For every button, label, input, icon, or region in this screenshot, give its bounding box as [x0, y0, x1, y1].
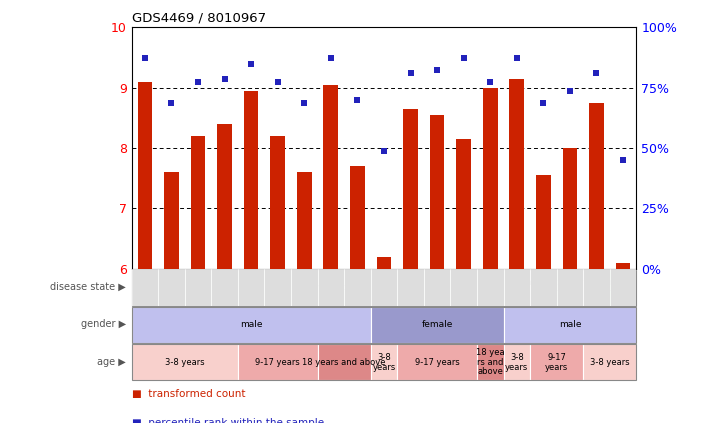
Text: gender ▶: gender ▶ [81, 319, 126, 330]
Text: ■  transformed count: ■ transformed count [132, 389, 245, 399]
Bar [503, 344, 530, 380]
Text: 3-8 years: 3-8 years [165, 358, 205, 367]
Text: 9-17
years: 9-17 years [545, 353, 568, 371]
Bar [583, 269, 610, 306]
Bar [370, 269, 397, 306]
Bar [132, 270, 530, 306]
Point [565, 88, 576, 94]
Bar [557, 269, 583, 306]
Bar [291, 269, 318, 306]
Text: metastasis at
diagnosis: metastasis at diagnosis [526, 278, 587, 297]
Bar [477, 269, 503, 306]
Text: 18 years and above: 18 years and above [302, 358, 386, 367]
Text: 9-17 years: 9-17 years [255, 358, 300, 367]
Bar [350, 166, 365, 269]
Bar [318, 269, 344, 306]
Bar [530, 270, 583, 306]
Point [511, 54, 523, 61]
Bar [562, 148, 577, 269]
Point [591, 69, 602, 76]
Text: 3-8 years: 3-8 years [590, 358, 629, 367]
Text: male: male [559, 321, 581, 330]
Point [325, 54, 336, 61]
Bar [370, 307, 503, 343]
Text: 3-8
years: 3-8 years [373, 353, 395, 371]
Bar [324, 85, 338, 269]
Point [352, 96, 363, 103]
Bar [237, 269, 264, 306]
Point [538, 99, 549, 106]
Bar [132, 344, 237, 380]
Point [432, 66, 443, 73]
Text: GDS4469 / 8010967: GDS4469 / 8010967 [132, 12, 266, 25]
Point [299, 99, 310, 106]
Text: no metastasis: no metastasis [299, 283, 363, 292]
Text: 9-17 years: 9-17 years [415, 358, 459, 367]
Bar [510, 79, 524, 269]
Bar [536, 175, 550, 269]
Bar [191, 136, 205, 269]
Bar [530, 344, 583, 380]
Bar [264, 269, 291, 306]
Bar [450, 269, 477, 306]
Bar [424, 269, 450, 306]
Point [378, 148, 390, 154]
Bar [610, 269, 636, 306]
Bar [397, 269, 424, 306]
Bar [483, 88, 498, 269]
Bar [403, 109, 418, 269]
Bar [211, 269, 237, 306]
Bar [616, 263, 631, 269]
Bar [503, 269, 530, 306]
Bar [137, 82, 152, 269]
Point [484, 78, 496, 85]
Bar [583, 344, 636, 380]
Bar [530, 269, 557, 306]
Bar [318, 344, 370, 380]
Bar [583, 270, 636, 306]
Bar [377, 256, 391, 269]
Text: female: female [422, 321, 453, 330]
Text: recurrent
tumor: recurrent tumor [589, 278, 631, 297]
Point [219, 75, 230, 82]
Bar [503, 307, 636, 343]
Point [272, 78, 284, 85]
Bar [429, 115, 444, 269]
Bar [132, 269, 158, 306]
Bar [589, 103, 604, 269]
Text: 3-8
years: 3-8 years [505, 353, 528, 371]
Bar [270, 136, 285, 269]
Bar [237, 344, 318, 380]
Bar [397, 344, 477, 380]
Text: disease state ▶: disease state ▶ [50, 282, 126, 292]
Point [245, 60, 257, 67]
Bar [164, 172, 178, 269]
Point [405, 69, 416, 76]
Bar [456, 139, 471, 269]
Bar [218, 124, 232, 269]
Point [458, 54, 469, 61]
Bar [477, 344, 503, 380]
Bar [344, 269, 370, 306]
Text: ■  percentile rank within the sample: ■ percentile rank within the sample [132, 418, 324, 423]
Bar [158, 269, 185, 306]
Point [166, 99, 177, 106]
Bar [185, 269, 211, 306]
Bar [132, 307, 370, 343]
Bar [244, 91, 258, 269]
Bar [370, 344, 397, 380]
Point [617, 157, 629, 164]
Point [192, 78, 203, 85]
Point [139, 54, 151, 61]
Bar [297, 172, 311, 269]
Text: age ▶: age ▶ [97, 357, 126, 367]
Text: 18 yea
rs and
above: 18 yea rs and above [476, 348, 505, 376]
Text: male: male [240, 321, 262, 330]
